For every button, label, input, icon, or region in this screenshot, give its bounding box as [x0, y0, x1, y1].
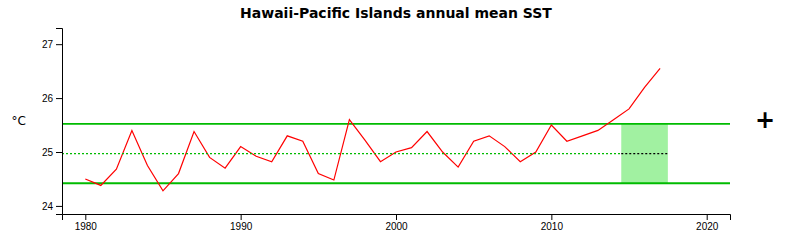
x-tick-label: 2010 [541, 221, 564, 232]
reference-line [62, 153, 621, 154]
x-tick-mark [551, 214, 552, 220]
y-label: °C [12, 114, 26, 128]
y-axis: 24 25 26 27 [42, 29, 63, 215]
annotation: + [755, 106, 775, 134]
y-tick-mark [56, 98, 62, 99]
x-tick-mark [241, 214, 242, 220]
y-tick: 26 [42, 93, 62, 104]
data-line [85, 68, 660, 190]
y-tick-mark [56, 206, 62, 207]
x-tick: 2020 [696, 214, 719, 232]
x-tick-mark [707, 214, 708, 220]
x-tick-label: 1990 [230, 221, 253, 232]
x-tick-label: 2020 [696, 221, 719, 232]
reference-line [62, 182, 730, 184]
y-axis-line [56, 29, 63, 215]
x-tick: 2010 [541, 214, 564, 232]
y-tick: 24 [42, 201, 62, 212]
y-tick-label: 24 [42, 201, 54, 212]
y-tick-mark [56, 44, 62, 45]
chart: 1980 1990 2000 2010 2020 24 25 26 27 °C Hawaii-Pac… [0, 0, 800, 240]
y-tick-label: 26 [42, 93, 54, 104]
x-tick-mark [85, 214, 86, 220]
y-tick-label: 25 [42, 147, 54, 158]
title: Hawaii-Pacific Islands annual mean SST [240, 5, 552, 21]
y-tick: 27 [42, 39, 62, 50]
shaded-region [621, 124, 668, 183]
y-tick-label: 27 [42, 39, 54, 50]
y-tick: 25 [42, 147, 62, 158]
x-tick-label: 2000 [385, 221, 408, 232]
x-tick-label: 1980 [75, 221, 98, 232]
x-tick: 1990 [230, 214, 253, 232]
x-axis: 1980 1990 2000 2010 2020 [63, 214, 731, 232]
reference-line [621, 153, 668, 154]
plot: 1980 1990 2000 2010 2020 24 25 26 27 [42, 29, 731, 233]
x-tick-mark [396, 214, 397, 220]
x-tick: 2000 [385, 214, 408, 232]
x-axis-line [63, 215, 731, 221]
reference-line [62, 123, 730, 125]
marks [62, 68, 730, 190]
x-tick: 1980 [75, 214, 98, 232]
y-tick-mark [56, 152, 62, 153]
